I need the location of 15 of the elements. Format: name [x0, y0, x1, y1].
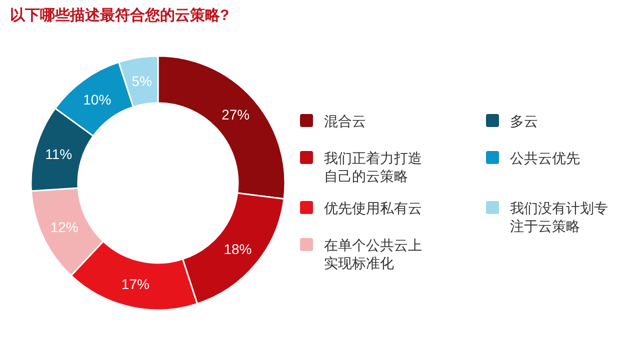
- legend-label: 优先使用私有云: [324, 199, 423, 217]
- data-label: 27%: [222, 106, 250, 123]
- legend-label: 我们没有计划专注于云策略: [510, 199, 609, 235]
- data-label: 5%: [132, 72, 152, 89]
- data-label: 10%: [83, 91, 112, 108]
- chart-title: 以下哪些描述最符合您的云策略?: [10, 7, 230, 24]
- legend-label: 多云: [510, 112, 539, 130]
- data-label: 17%: [121, 276, 150, 292]
- data-label: 12%: [50, 219, 78, 236]
- data-label: 18%: [224, 240, 252, 257]
- legend-label: 混合云: [324, 112, 367, 130]
- legend-label: 在单个公共云上实现标准化: [324, 236, 423, 272]
- legend-label: 公共云优先: [510, 149, 581, 167]
- data-label: 11%: [45, 146, 72, 162]
- legend-label: 我们正着力打造自己的云策略: [324, 149, 423, 185]
